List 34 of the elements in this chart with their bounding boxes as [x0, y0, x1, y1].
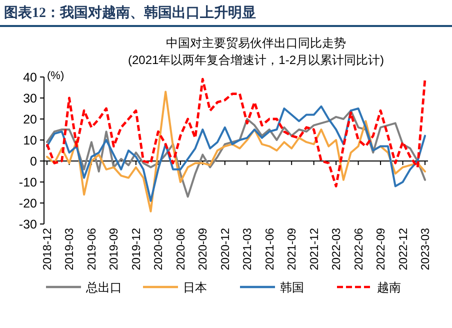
y-axis-title: (%) — [47, 70, 64, 82]
x-tick-label: 2019-06 — [86, 228, 98, 270]
x-tick-label: 2021-12 — [308, 228, 321, 270]
y-tick-label: 0 — [30, 154, 38, 168]
x-tick-label: 2018-12 — [42, 228, 54, 270]
y-tick-label: -10 — [18, 176, 38, 190]
x-tick-label: 2022-03 — [331, 228, 344, 270]
line-series — [46, 90, 426, 212]
x-tick-label: 2021-03 — [242, 228, 254, 270]
chart-subtitle: 中国对主要贸易伙伴出口同比走势 (2021年以两年复合增速计，1-2月以累计同比计) — [128, 36, 384, 67]
chart-title: 图表12：我国对越南、韩国出口上升明显 — [4, 4, 256, 21]
y-tick-label: -20 — [18, 196, 38, 210]
x-tick-label: 2023-03 — [420, 228, 432, 270]
x-tick-label: 2020-06 — [175, 228, 188, 270]
x-tick-label: 2020-12 — [220, 228, 232, 270]
legend-label: 总出口 — [85, 280, 122, 294]
legend-label: 日本 — [183, 280, 207, 294]
y-tick-label: -30 — [18, 218, 38, 232]
x-tick-label: 2021-09 — [286, 228, 299, 270]
x-tick-label: 2020-09 — [198, 228, 210, 270]
x-tick-label: 2022-09 — [376, 228, 388, 270]
legend-label: 越南 — [377, 280, 401, 294]
x-tick-label: 2019-09 — [108, 228, 121, 270]
y-tick-label: 40 — [23, 70, 38, 84]
y-tick-label: 30 — [23, 92, 38, 106]
x-tick-label: 2022-06 — [353, 228, 366, 270]
y-tick-label: 10 — [23, 134, 38, 148]
x-tick-label: 2019-03 — [64, 228, 76, 270]
y-tick-label: 20 — [23, 112, 38, 126]
x-tick-label: 2021-06 — [264, 228, 276, 270]
x-tick-label: 2020-03 — [153, 228, 166, 270]
x-tick-label: 2022-12 — [398, 228, 410, 270]
legend-label: 韩国 — [280, 280, 304, 294]
x-tick-label: 2019-12 — [130, 228, 143, 270]
